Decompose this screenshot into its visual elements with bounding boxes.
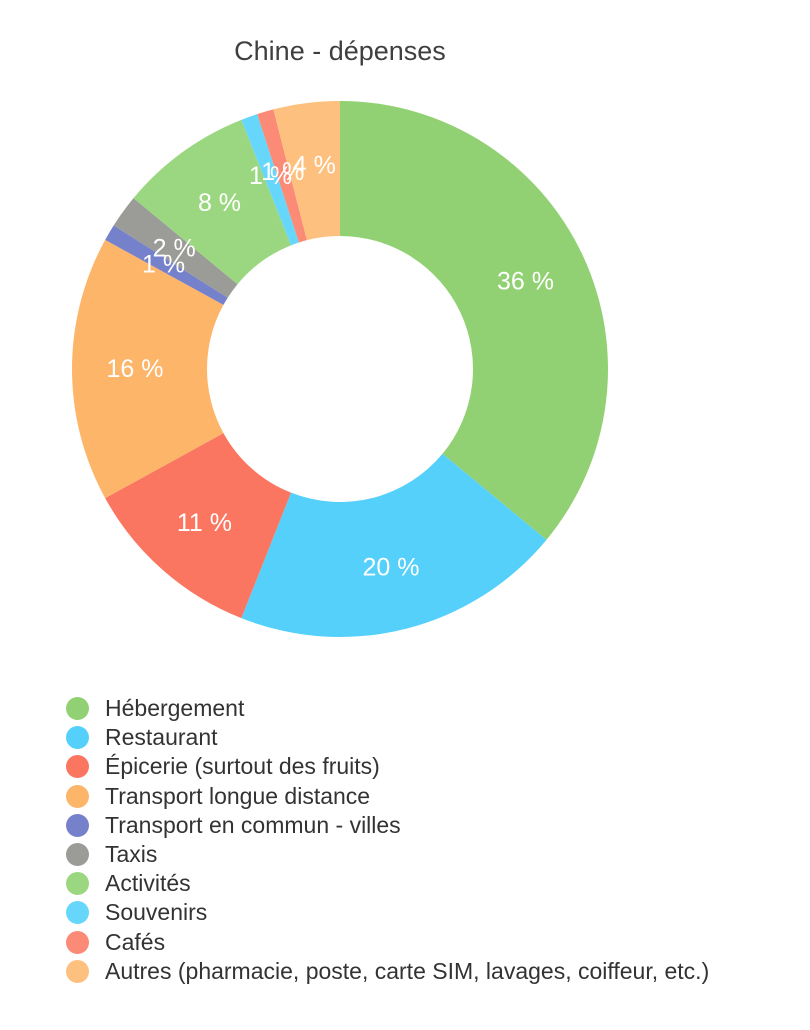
slice-4 (72, 239, 224, 499)
slice-label-6: 2 % (153, 235, 196, 263)
slice-1 (340, 101, 608, 540)
legend-label: Transport en commun - villes (105, 811, 401, 838)
legend-label: Restaurant (105, 724, 218, 751)
slice-6 (113, 198, 238, 298)
slice-label-5: 1 % (142, 251, 185, 279)
legend-label: Épicerie (surtout des fruits) (105, 753, 380, 780)
legend-item: Hébergement (66, 694, 709, 723)
slice-5 (105, 225, 228, 305)
legend-swatch (66, 930, 89, 954)
legend-swatch (66, 813, 89, 837)
legend-swatch (66, 872, 89, 896)
legend-label: Taxis (105, 841, 158, 868)
legend-swatch (66, 726, 89, 750)
legend-item: Activités (66, 869, 709, 898)
legend-swatch (66, 901, 89, 925)
slice-7 (133, 119, 292, 285)
legend-label: Activités (105, 870, 191, 897)
slice-label-8: 1 % (249, 162, 292, 190)
slice-label-7: 8 % (198, 189, 241, 217)
slice-label-3: 11 % (177, 509, 232, 537)
donut-chart: 36 %20 %11 %16 %1 %2 %8 %1 %1 %4 % (72, 101, 608, 637)
legend-label: Hébergement (105, 695, 245, 722)
slice-label-10: 4 % (293, 152, 336, 180)
legend-item: Restaurant (66, 723, 709, 752)
slice-2 (241, 453, 547, 637)
chart-legend: Hébergement Restaurant Épicerie (surtout d… (66, 694, 709, 986)
legend-label: Autres (pharmacie, poste, carte SIM, lav… (105, 957, 710, 984)
legend-item: Cafés (66, 928, 709, 957)
legend-item: Épicerie (surtout des fruits) (66, 752, 709, 781)
slice-label-4: 16 % (107, 355, 164, 383)
legend-swatch (66, 784, 89, 808)
legend-swatch (66, 843, 89, 867)
legend-item: Transport en commun - villes (66, 811, 709, 840)
chart-title: Chine - dépenses (234, 36, 446, 66)
legend-swatch (66, 959, 89, 983)
legend-swatch (66, 697, 89, 721)
slice-label-1: 36 % (497, 268, 554, 296)
slice-label-2: 20 % (362, 554, 419, 582)
slice-9 (257, 109, 307, 243)
slice-10 (273, 101, 340, 241)
legend-item: Transport longue distance (66, 782, 709, 811)
slice-label-9: 1 % (261, 158, 304, 186)
legend-swatch (66, 755, 89, 779)
legend-item: Autres (pharmacie, poste, carte SIM, lav… (66, 957, 709, 986)
legend-item: Taxis (66, 840, 709, 869)
legend-item: Souvenirs (66, 898, 709, 927)
legend-label: Souvenirs (105, 899, 208, 926)
slice-3 (105, 433, 292, 619)
legend-label: Cafés (105, 928, 166, 955)
slice-8 (241, 114, 299, 246)
legend-label: Transport longue distance (105, 782, 371, 809)
